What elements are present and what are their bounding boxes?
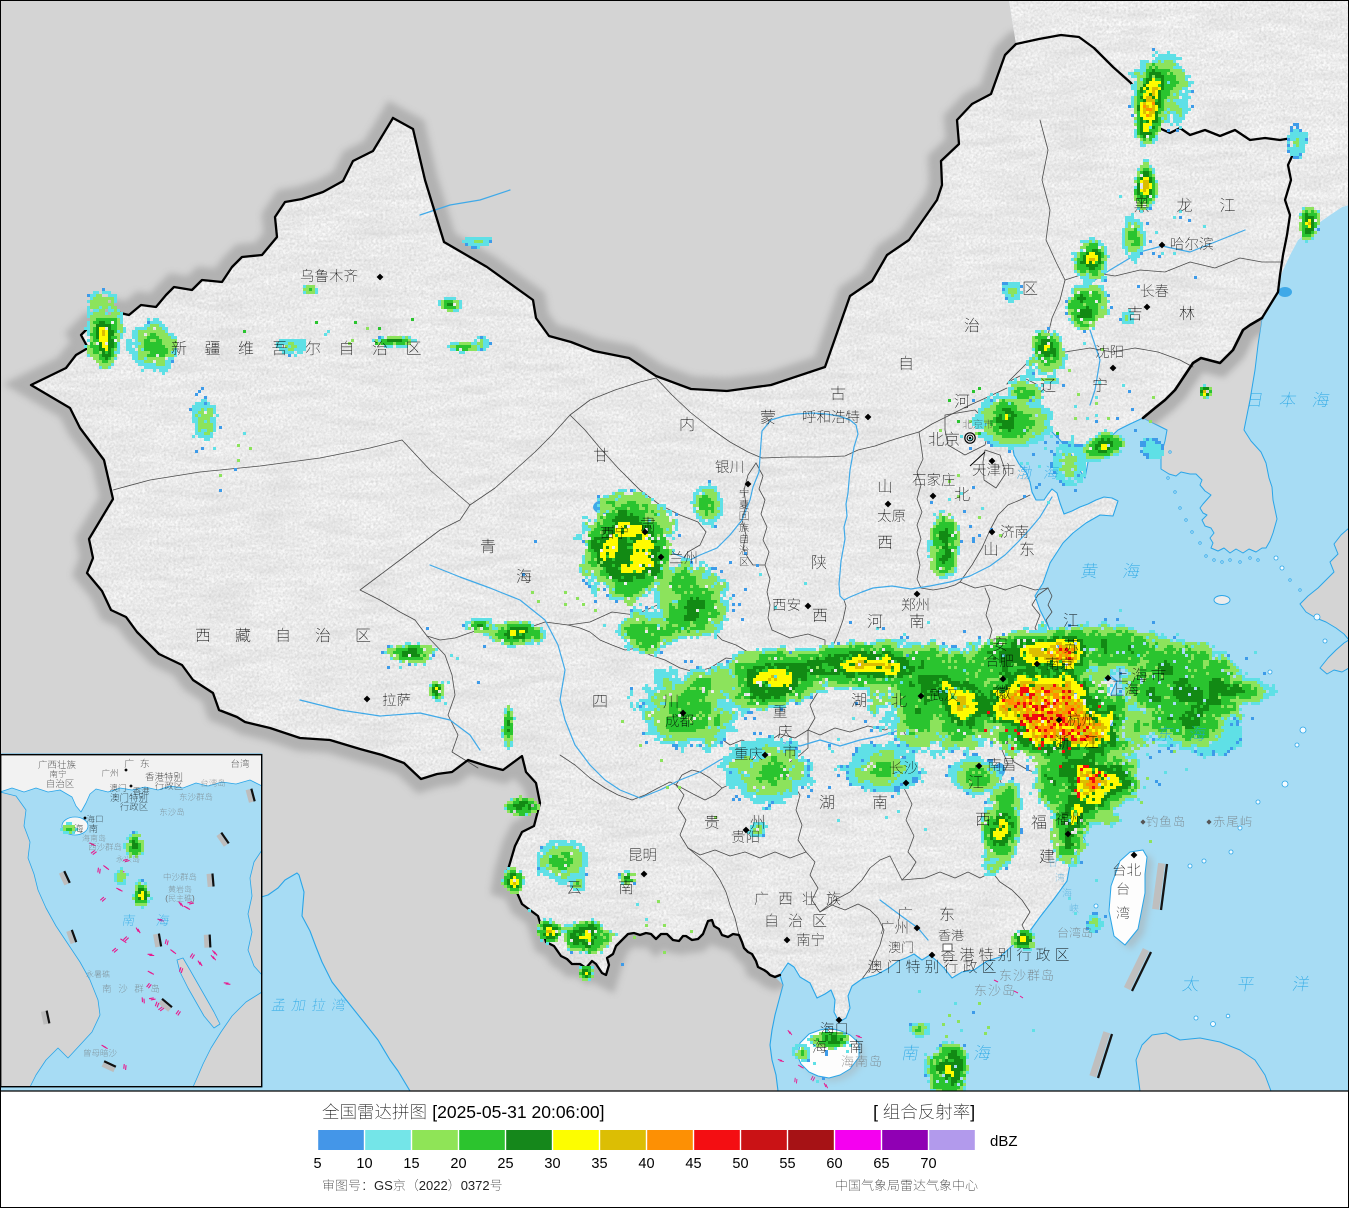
svg-text:dBZ: dBZ	[990, 1133, 1018, 1150]
svg-text:(: (	[165, 894, 168, 903]
svg-text:[2025-05-31 20:06:00]: [2025-05-31 20:06:00]	[432, 1102, 604, 1122]
svg-text:2022: 2022	[419, 1178, 448, 1193]
svg-text:0372: 0372	[461, 1178, 490, 1193]
svg-text:10: 10	[356, 1156, 372, 1172]
svg-text:30: 30	[544, 1156, 560, 1172]
svg-text:35: 35	[591, 1156, 607, 1172]
svg-text:GS: GS	[374, 1178, 393, 1193]
svg-text:20: 20	[450, 1156, 466, 1172]
svg-text:65: 65	[873, 1156, 889, 1172]
svg-text:55: 55	[779, 1156, 795, 1172]
svg-text:45: 45	[685, 1156, 701, 1172]
svg-text:25: 25	[497, 1156, 513, 1172]
svg-text:40: 40	[638, 1156, 654, 1172]
svg-text:[: [	[873, 1102, 878, 1122]
svg-text:]: ]	[970, 1102, 975, 1122]
svg-text:5: 5	[313, 1156, 321, 1172]
svg-text:50: 50	[732, 1156, 748, 1172]
svg-text:60: 60	[826, 1156, 842, 1172]
svg-text:): )	[192, 894, 195, 903]
svg-text:70: 70	[920, 1156, 936, 1172]
svg-text:15: 15	[403, 1156, 419, 1172]
